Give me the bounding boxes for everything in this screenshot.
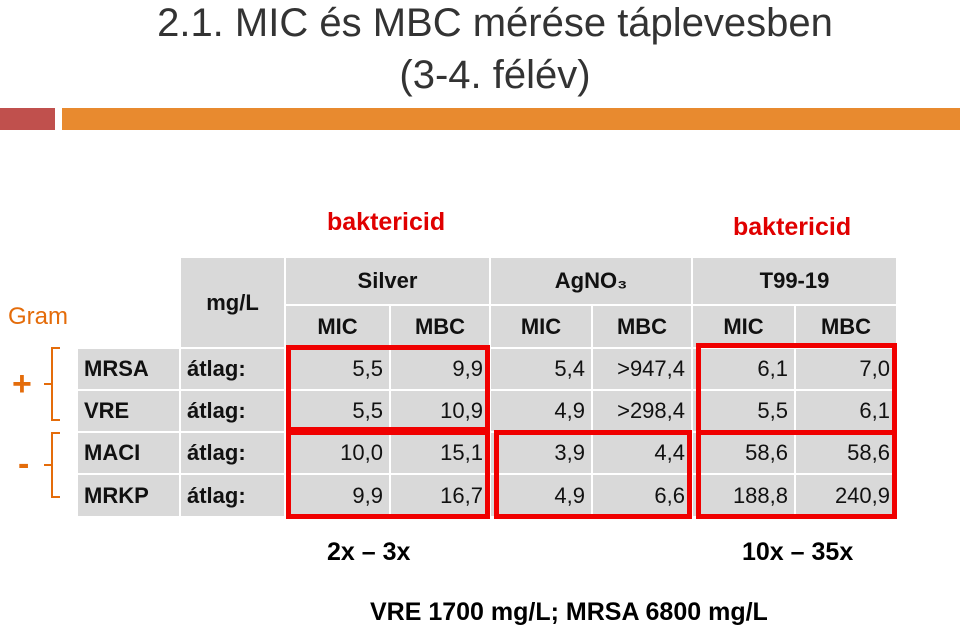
value-cell: 6,1 — [795, 390, 897, 432]
value-cell: 6,1 — [692, 348, 795, 390]
value-cell: 4,9 — [490, 474, 592, 517]
value-cell: 6,6 — [592, 474, 692, 517]
label: baktericid — [733, 213, 852, 241]
row-label: MACI — [77, 432, 180, 474]
value-cell: 4,9 — [490, 390, 592, 432]
row-label: VRE — [77, 390, 180, 432]
group-header: Silver — [285, 257, 490, 305]
sub-header: MIC — [490, 305, 592, 348]
value-cell: 9,9 — [390, 348, 490, 390]
value-cell: 16,7 — [390, 474, 490, 517]
highlight-box — [494, 430, 692, 519]
row-label: MRSA — [77, 348, 180, 390]
label: baktericid — [327, 208, 446, 236]
sub-header: MBC — [592, 305, 692, 348]
group-header: T99-19 — [692, 257, 897, 305]
row-label: átlag: — [180, 432, 285, 474]
label: 2x – 3x — [327, 538, 411, 566]
value-cell: 10,0 — [285, 432, 390, 474]
title-line: 2.1. MIC és MBC mérése táplevesben — [157, 1, 833, 45]
row-label: átlag: — [180, 474, 285, 517]
value-cell: 15,1 — [390, 432, 490, 474]
sub-header: MBC — [795, 305, 897, 348]
sub-header: MIC — [692, 305, 795, 348]
row-label: MRKP — [77, 474, 180, 517]
title-line: (3-4. félév) — [399, 53, 591, 97]
value-cell: 58,6 — [692, 432, 795, 474]
value-cell: 10,9 — [390, 390, 490, 432]
footnote: VRE 1700 mg/L; MRSA 6800 mg/L — [370, 598, 768, 626]
value-cell: 5,5 — [285, 348, 390, 390]
label: Gram — [8, 303, 68, 330]
value-cell: >947,4 — [592, 348, 692, 390]
value-cell: 9,9 — [285, 474, 390, 517]
header-cell: mg/L — [180, 257, 285, 348]
value-cell: 7,0 — [795, 348, 897, 390]
value-cell: 5,5 — [285, 390, 390, 432]
value-cell: 58,6 — [795, 432, 897, 474]
row-label: átlag: — [180, 348, 285, 390]
value-cell: 5,5 — [692, 390, 795, 432]
sub-header: MBC — [390, 305, 490, 348]
highlight-box — [286, 430, 490, 519]
accent-square — [0, 108, 55, 130]
accent-bar — [62, 108, 960, 130]
value-cell: 188,8 — [692, 474, 795, 517]
row-label: átlag: — [180, 390, 285, 432]
value-cell: 5,4 — [490, 348, 592, 390]
highlight-box — [286, 345, 490, 432]
value-cell: 4,4 — [592, 432, 692, 474]
value-cell: >298,4 — [592, 390, 692, 432]
value-cell: 3,9 — [490, 432, 592, 474]
value-cell: 240,9 — [795, 474, 897, 517]
group-header: AgNO₃ — [490, 257, 692, 305]
highlight-box — [696, 430, 897, 519]
sub-header: MIC — [285, 305, 390, 348]
label: + — [12, 365, 32, 403]
label: 10x – 35x — [742, 538, 854, 566]
brackets — [44, 347, 60, 498]
label: - — [18, 445, 30, 483]
